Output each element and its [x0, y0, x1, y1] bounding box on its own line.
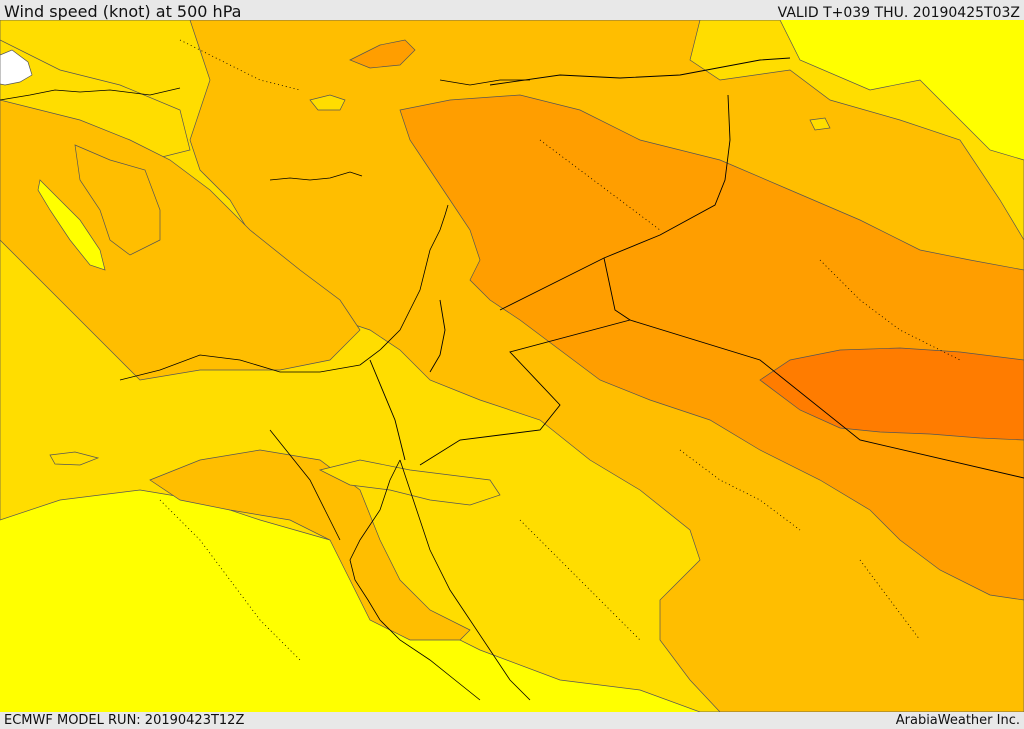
level-2-patch-east	[809, 117, 831, 131]
level-2-patch-south	[49, 451, 100, 466]
footer-bar: ECMWF MODEL RUN: 20190423T12Z ArabiaWeat…	[0, 712, 1024, 729]
level-1-patch-nw	[37, 179, 106, 271]
level-2-patch-north	[309, 94, 346, 111]
valid-time: VALID T+039 THU. 20190425T03Z	[777, 5, 1020, 21]
level-3-patch-nw	[74, 144, 161, 256]
national-borders	[369, 57, 1024, 479]
level-5-area	[759, 347, 1024, 441]
model-run-label: ECMWF MODEL RUN: 20190423T12Z	[4, 713, 245, 728]
lowest-level-patch	[0, 49, 33, 86]
level-4-area	[399, 94, 1024, 601]
credit-label: ArabiaWeather Inc.	[895, 713, 1020, 728]
level-2-patch	[318, 459, 501, 506]
level-4-patch-north	[349, 39, 416, 69]
coastlines	[0, 79, 531, 701]
admin-borders	[159, 39, 961, 661]
level-3-area-south	[149, 449, 471, 641]
map-canvas	[0, 20, 1024, 712]
title-bar: Wind speed (knot) at 500 hPa VALID T+039…	[0, 0, 1024, 21]
map-title: Wind speed (knot) at 500 hPa	[4, 2, 242, 21]
wind-speed-map	[0, 20, 1024, 712]
